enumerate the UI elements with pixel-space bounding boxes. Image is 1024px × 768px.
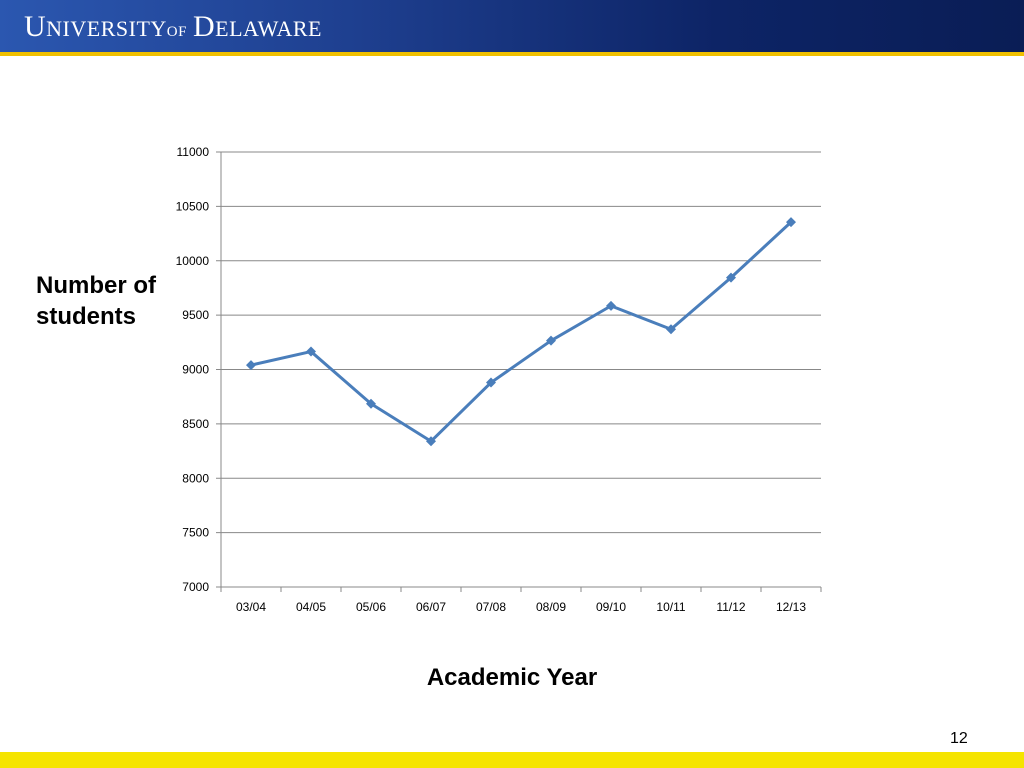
y-tick-label: 10500	[176, 199, 210, 213]
data-point-marker	[786, 217, 796, 228]
x-tick-label: 10/11	[656, 600, 685, 614]
footer-bar	[0, 752, 1024, 768]
data-point-marker	[426, 436, 436, 447]
data-point-marker	[486, 377, 496, 388]
y-tick-label: 9500	[182, 308, 209, 322]
x-tick-label: 11/12	[716, 600, 745, 614]
data-point-marker	[306, 346, 316, 357]
data-point-marker	[546, 335, 556, 346]
y-tick-label: 8500	[182, 417, 209, 431]
data-point-marker	[366, 398, 376, 409]
data-point-marker	[666, 324, 676, 335]
data-point-marker	[726, 272, 736, 283]
y-tick-label: 10000	[176, 254, 210, 268]
x-tick-label: 08/09	[536, 600, 566, 614]
y-tick-label: 8000	[182, 471, 209, 485]
series-line	[250, 221, 793, 443]
x-tick-label: 05/06	[356, 600, 386, 614]
x-axis-label: Academic Year	[426, 664, 598, 691]
header-stripe	[0, 52, 1024, 56]
y-axis-label: Number of students	[36, 272, 156, 330]
y-tick-label: 7000	[182, 580, 209, 594]
x-tick-label: 06/07	[416, 600, 446, 614]
x-tick-label: 09/10	[596, 600, 626, 614]
y-tick-label: 9000	[182, 363, 209, 377]
x-tick-label: 03/04	[236, 600, 266, 614]
header-banner	[0, 0, 1024, 52]
data-point-marker	[246, 360, 256, 371]
x-tick-label: 04/05	[296, 600, 326, 614]
x-tick-label: 12/13	[776, 600, 806, 614]
university-logo: UNIVERSITYOF DELAWARE	[24, 10, 322, 43]
data-point-marker	[606, 300, 616, 311]
page-number: 12	[950, 730, 968, 747]
y-tick-label: 7500	[182, 526, 209, 540]
y-tick-label: 11000	[177, 145, 210, 159]
x-tick-label: 07/08	[476, 600, 506, 614]
